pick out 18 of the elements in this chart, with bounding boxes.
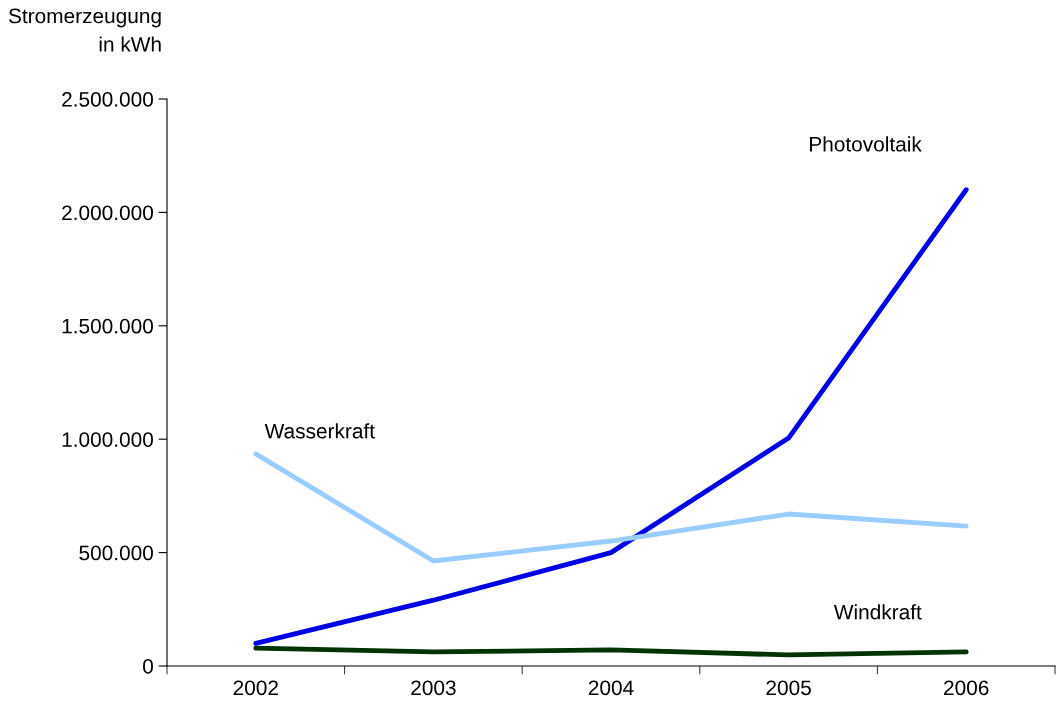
- x-tick-label: 2006: [944, 680, 989, 696]
- y-tick-label: 1.000.000: [62, 432, 153, 447]
- y-tick-label: 1.500.000: [62, 318, 153, 334]
- x-tick-label: 2003: [411, 680, 456, 696]
- series-label: Windkraft: [833, 604, 922, 620]
- y-axis-title: Stromerzeugung in kWh: [8, 8, 161, 52]
- y-tick-label: 2.000.000: [62, 205, 153, 221]
- x-tick-label: 2002: [233, 680, 278, 696]
- y-tick-label: 500.000: [79, 545, 153, 561]
- text: Photovoltaik: [810, 136, 922, 152]
- y-tick-label: 0: [143, 659, 153, 674]
- line-series: [253, 645, 969, 658]
- line-series: [253, 451, 969, 564]
- x-tick-label: 2004: [588, 680, 634, 696]
- x-tick-label: 2005: [766, 680, 811, 696]
- series-label: Wasserkraft: [264, 423, 375, 439]
- y-tick-label: 2.500.000: [62, 92, 153, 107]
- line-series: [253, 187, 969, 646]
